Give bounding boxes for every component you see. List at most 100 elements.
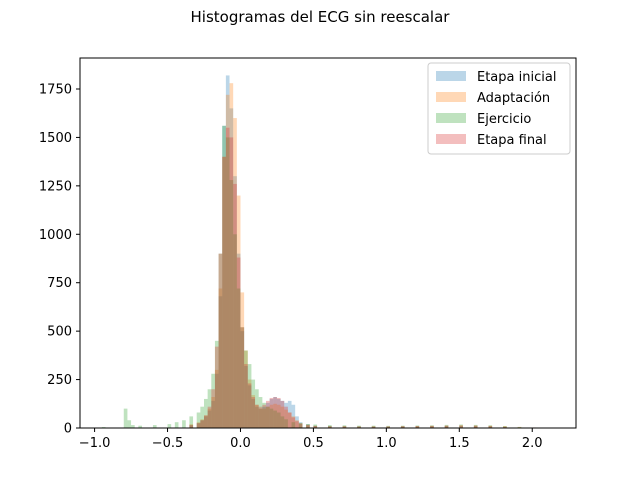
- histogram-bar: [211, 397, 215, 428]
- histogram-bar: [306, 424, 310, 428]
- histogram-bar: [459, 424, 463, 428]
- histogram-bar: [273, 397, 277, 428]
- histogram-bar: [189, 425, 194, 428]
- histogram-bar: [473, 426, 478, 428]
- histogram-bar: [298, 423, 303, 428]
- histogram-bar: [222, 156, 226, 429]
- histogram-bar: [430, 425, 434, 428]
- histogram-bar: [295, 416, 299, 428]
- histogram-bar: [342, 426, 347, 428]
- histogram-bar: [295, 420, 299, 428]
- histogram-bar: [306, 425, 310, 428]
- histogram-bar: [262, 404, 266, 428]
- histogram-bar: [488, 426, 493, 428]
- histogram-bar: [298, 423, 303, 428]
- histogram-bar: [284, 409, 288, 428]
- histogram-bar: [229, 83, 234, 429]
- histogram-bar: [284, 419, 288, 428]
- histogram-bar: [262, 406, 266, 428]
- histogram-bar: [240, 292, 245, 428]
- histogram-bar: [255, 404, 259, 428]
- histogram-bar: [386, 426, 390, 428]
- histogram-bar: [328, 426, 332, 428]
- histogram-bar: [430, 425, 434, 428]
- histogram-bar: [287, 412, 292, 428]
- legend-swatch: [436, 71, 466, 81]
- histogram-bar: [225, 127, 230, 429]
- histogram-bar: [236, 253, 241, 428]
- histogram-bar: [269, 398, 274, 428]
- histogram-bar: [276, 397, 281, 428]
- legend-swatch: [436, 134, 466, 144]
- legend: Etapa inicial Adaptación Ejercicio Etapa fi…: [427, 62, 571, 155]
- histogram-bar: [488, 425, 493, 428]
- histogram-bar: [291, 422, 296, 428]
- histogram-bar: [225, 94, 230, 428]
- legend-swatch: [436, 113, 466, 123]
- histogram-bar: [400, 426, 405, 428]
- histogram-bar: [196, 412, 201, 428]
- histogram-bar: [218, 288, 223, 428]
- histogram-bar: [357, 426, 361, 428]
- histogram-bar: [313, 426, 318, 428]
- histogram-bar: [211, 400, 215, 428]
- histogram-bar: [503, 426, 507, 428]
- histogram-bar: [255, 406, 259, 428]
- histogram-bar: [488, 425, 493, 428]
- histogram-bar: [174, 422, 179, 428]
- histogram-bar: [444, 426, 449, 428]
- histogram-bar: [247, 379, 252, 428]
- histogram-bar: [251, 379, 256, 428]
- histogram-bar: [189, 416, 194, 428]
- y-tick-label: 0: [64, 422, 72, 437]
- histogram-bar: [295, 421, 299, 428]
- histogram-bar: [214, 340, 219, 428]
- histogram-bar: [204, 415, 208, 428]
- histogram-bar: [207, 410, 212, 428]
- y-axis: 0 250 500 750 1000 1250 1500 1750: [39, 82, 80, 437]
- histogram-bar: [280, 400, 285, 428]
- histogram-bar: [328, 426, 332, 428]
- y-tick-label: 1500: [39, 131, 72, 146]
- histogram-bar: [240, 327, 245, 428]
- x-tick-label: −1.0: [79, 436, 111, 451]
- histogram-bar: [247, 383, 252, 428]
- histogram-bar: [386, 426, 390, 428]
- histogram-bar: [415, 426, 420, 428]
- histogram-bar: [200, 420, 204, 428]
- histogram-bar: [298, 423, 303, 428]
- histogram-bar: [236, 257, 241, 428]
- chart-title: Histogramas del ECG sin reescalar: [191, 8, 451, 26]
- series-2: [101, 125, 522, 429]
- histogram-bar: [386, 426, 390, 428]
- histogram-bar: [280, 406, 285, 428]
- histogram-bar: [276, 412, 281, 428]
- x-tick-label: 0.0: [230, 436, 251, 451]
- histogram-bar: [313, 424, 318, 428]
- series-3: [189, 127, 507, 429]
- histogram-bar: [244, 366, 248, 428]
- histogram-bar: [291, 417, 296, 428]
- histogram-bar: [400, 425, 405, 428]
- histogram-bar: [258, 408, 263, 428]
- x-axis: −1.0 −0.5 0.0 0.5 1.0 1.5 2.0: [79, 428, 543, 451]
- histogram-bar: [306, 424, 310, 428]
- histogram-bar: [240, 331, 245, 428]
- histogram-bar: [473, 425, 478, 428]
- histogram-bar: [276, 404, 281, 428]
- y-tick-label: 1000: [39, 228, 72, 243]
- histogram-bar: [262, 408, 266, 428]
- histogram-bar: [488, 426, 493, 428]
- histogram-bar: [400, 426, 405, 428]
- series-0: [189, 75, 507, 429]
- histogram-bar: [244, 350, 248, 428]
- histogram-bar: [222, 125, 226, 429]
- histogram-bar: [459, 425, 463, 428]
- histogram-bar: [266, 406, 270, 428]
- histogram-bar: [473, 424, 478, 428]
- histogram-bar: [371, 426, 376, 428]
- histogram-bar: [138, 425, 142, 428]
- histogram-bar: [244, 364, 248, 428]
- y-tick-label: 1250: [39, 179, 72, 194]
